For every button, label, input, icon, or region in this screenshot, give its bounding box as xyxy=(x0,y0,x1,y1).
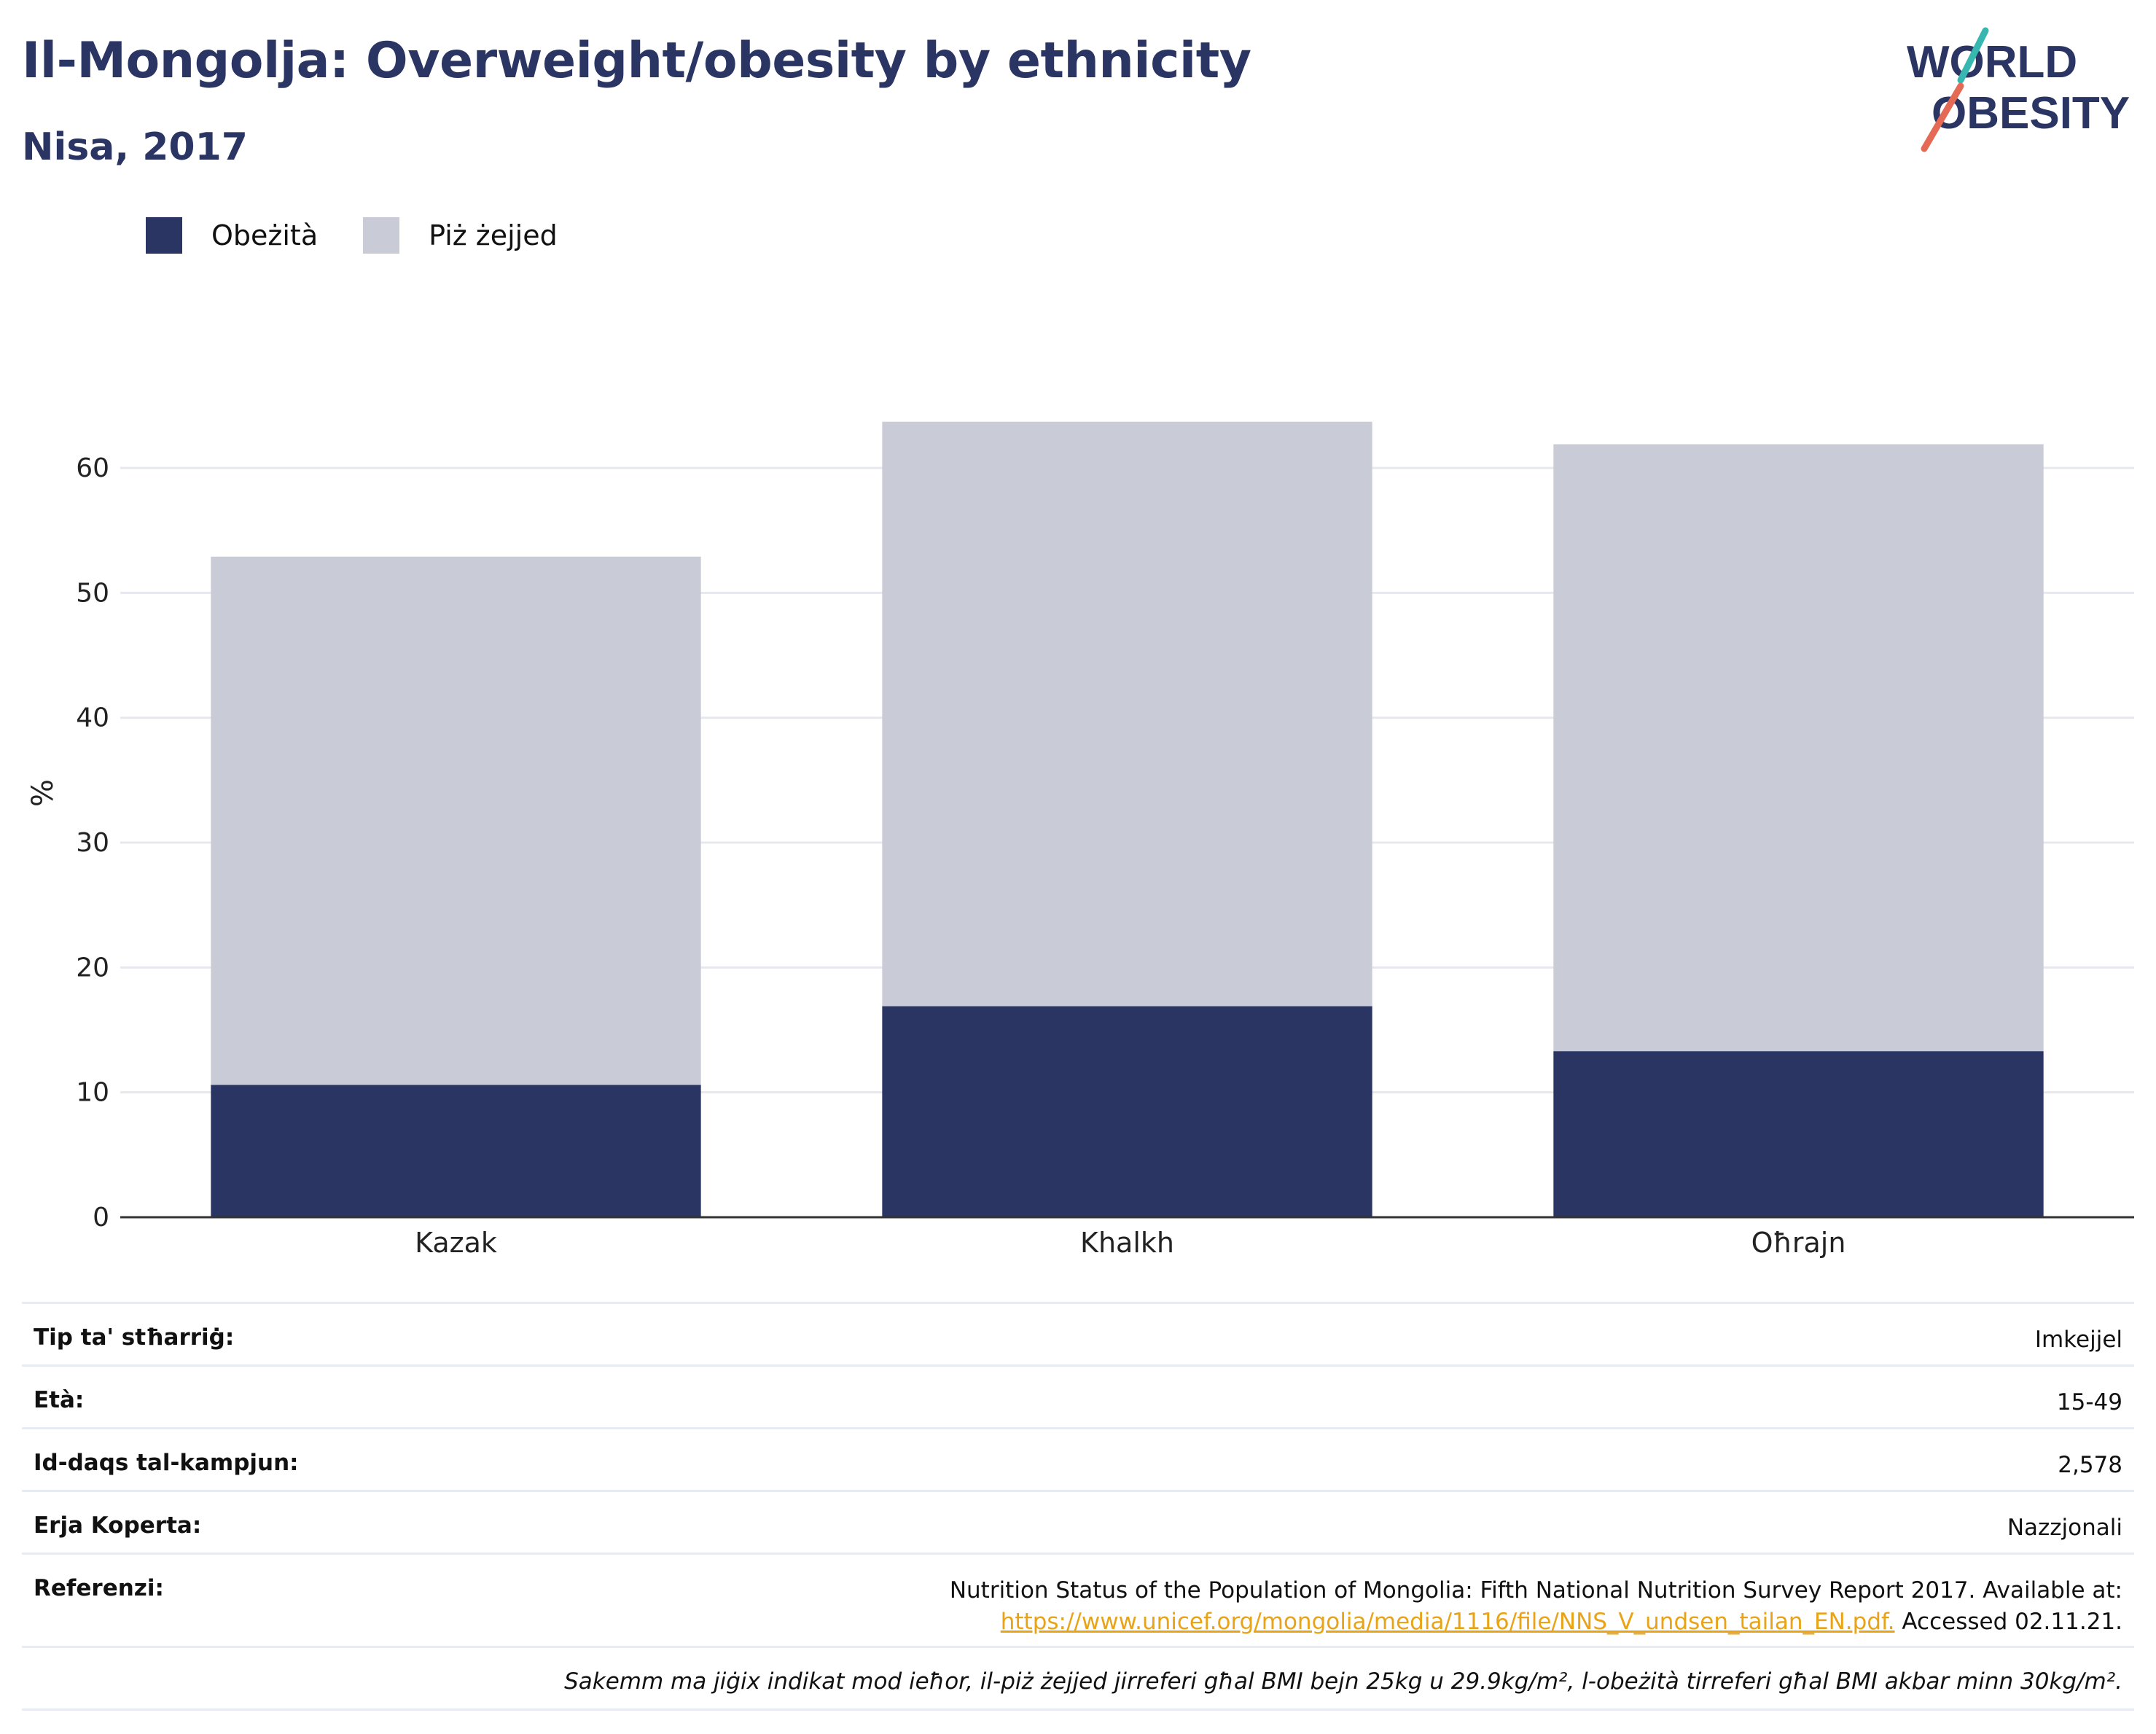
x-tick-label: Kazak xyxy=(415,1227,497,1259)
area-covered-row: Erja Koperta: Nazzjonali xyxy=(22,1490,2134,1553)
sample-size-row: Id-daqs tal-kampjun: 2,578 xyxy=(22,1427,2134,1490)
survey-info-table: Tip ta' stħarriġ: Imkejjel Età: 15-49 Id… xyxy=(22,1302,2134,1711)
survey-type-label: Tip ta' stħarriġ: xyxy=(34,1324,235,1351)
age-value: 15-49 xyxy=(2056,1389,2122,1415)
logo-slash-coral xyxy=(1921,82,1964,152)
logo-slash-teal xyxy=(1957,27,1989,84)
reference-text: Nutrition Status of the Population of Mo… xyxy=(949,1577,2122,1604)
bar-overweight-1 xyxy=(882,421,1372,1007)
chart-legend: Obeżità Piż żejjed xyxy=(146,217,603,254)
legend-swatch-overweight xyxy=(363,217,400,254)
legend-item-obesity[interactable]: Obeżità xyxy=(146,217,318,254)
definition-note: Sakemm ma jiġix indikat mod ieħor, il-pi… xyxy=(564,1668,2122,1695)
bar-overweight-2 xyxy=(1553,444,2044,1052)
x-tick-label: Oħrajn xyxy=(1751,1227,1846,1259)
survey-type-value: Imkejjel xyxy=(2034,1327,2122,1353)
stacked-bar-chart: 0 10 20 30 40 50 60% Kazak Khalkh Oħrajn xyxy=(26,421,2134,1259)
survey-type-row: Tip ta' stħarriġ: Imkejjel xyxy=(22,1302,2134,1364)
sample-size-value: 2,578 xyxy=(2058,1452,2122,1478)
y-axis-title: % xyxy=(26,779,60,807)
y-tick-label: 30 xyxy=(76,828,109,858)
y-tick-label: 0 xyxy=(93,1203,109,1233)
legend-label-obesity: Obeżità xyxy=(211,219,319,251)
age-label: Età: xyxy=(34,1387,85,1413)
legend-label-overweight: Piż żejjed xyxy=(429,219,558,251)
y-tick-label: 10 xyxy=(76,1078,109,1108)
reference-accessed: Accessed 02.11.21. xyxy=(1894,1609,2122,1635)
bar-obesity-2 xyxy=(1553,1051,2044,1217)
logo-word-obesity: OBESITY xyxy=(1932,88,2130,138)
y-tick-label: 60 xyxy=(76,453,109,483)
y-tick-label: 50 xyxy=(76,578,109,608)
chart-title: Il-Mongolja: Overweight/obesity by ethni… xyxy=(22,32,1251,90)
definition-note-row: Sakemm ma jiġix indikat mod ieħor, il-pi… xyxy=(22,1646,2134,1711)
references-value: Nutrition Status of the Population of Mo… xyxy=(950,1575,2122,1638)
references-row: Referenzi: Nutrition Status of the Popul… xyxy=(22,1553,2134,1646)
y-tick-label: 20 xyxy=(76,953,109,983)
bar-overweight-0 xyxy=(211,556,701,1085)
logo-word-world: WORLD xyxy=(1907,37,2077,87)
sample-size-label: Id-daqs tal-kampjun: xyxy=(34,1450,299,1476)
y-tick-label: 40 xyxy=(76,703,109,733)
reference-link[interactable]: https://www.unicef.org/mongolia/media/11… xyxy=(1000,1609,1895,1635)
references-label: Referenzi: xyxy=(34,1575,164,1601)
world-obesity-logo: WORLD OBESITY xyxy=(1907,27,2130,152)
area-covered-label: Erja Koperta: xyxy=(34,1512,202,1539)
legend-item-overweight[interactable]: Piż żejjed xyxy=(363,217,558,254)
bar-obesity-0 xyxy=(211,1085,701,1217)
area-covered-value: Nazzjonali xyxy=(2007,1515,2122,1541)
x-tick-label: Khalkh xyxy=(1080,1227,1174,1259)
bar-obesity-1 xyxy=(882,1006,1372,1217)
legend-swatch-obesity xyxy=(146,217,182,254)
chart-subtitle: Nisa, 2017 xyxy=(22,125,248,169)
age-row: Età: 15-49 xyxy=(22,1364,2134,1427)
